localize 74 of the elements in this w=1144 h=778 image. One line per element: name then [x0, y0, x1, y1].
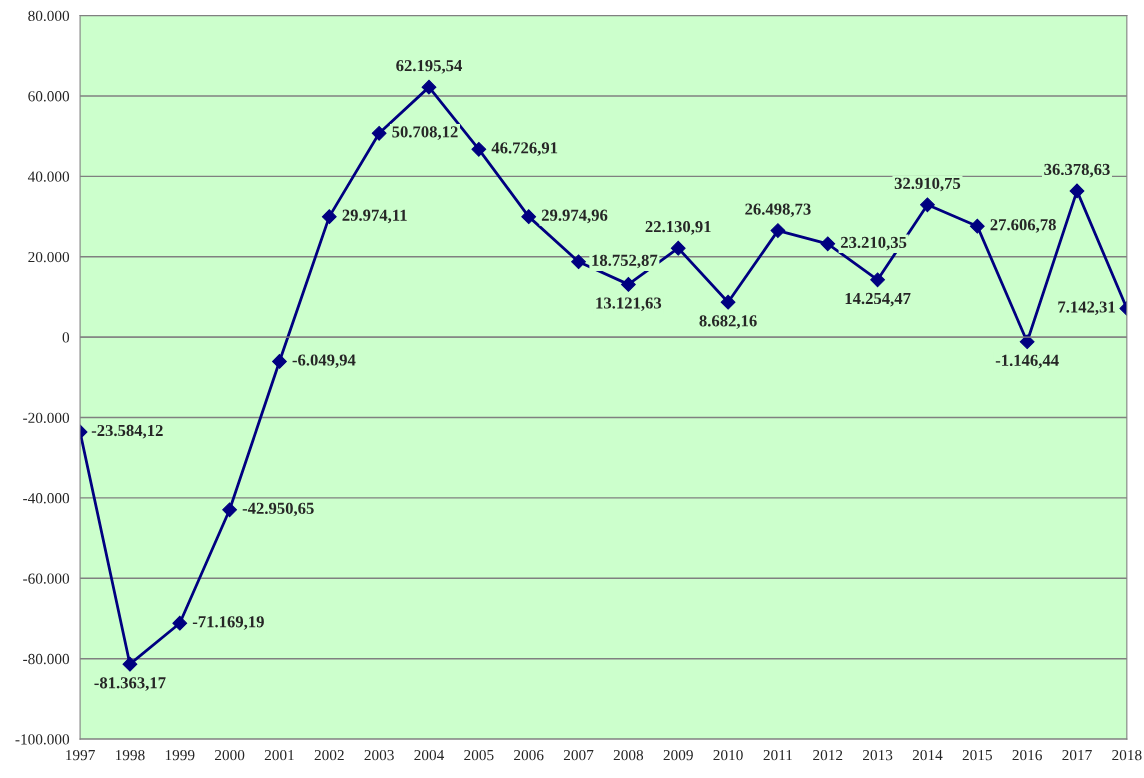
point	[620, 276, 636, 292]
y-tick-label: -40.000	[23, 493, 70, 504]
y-tick-label: 40.000	[27, 171, 70, 182]
point	[172, 615, 188, 631]
x-tick-label: 2003	[364, 749, 394, 761]
data-label: 8.682,16	[699, 315, 757, 329]
data-label: 46.726,91	[491, 142, 558, 156]
x-tick-label: 2010	[713, 749, 743, 761]
x-tick-label: 2004	[414, 749, 445, 761]
x-tick-label: 1997	[66, 750, 95, 761]
point	[471, 141, 487, 157]
x-tick-label: 1999	[165, 750, 195, 761]
point	[122, 656, 138, 672]
data-label: -1.146,44	[995, 354, 1059, 369]
x-tick-label: 2002	[314, 749, 344, 761]
data-label: 29.974,11	[342, 209, 407, 224]
point	[969, 218, 985, 234]
data-label: -71.169,19	[192, 616, 264, 630]
data-label: 23.210,35	[840, 236, 907, 251]
x-tick-label: 2018	[1112, 749, 1142, 761]
x-tick-label: 2006	[514, 749, 544, 761]
data-label: -23.584,12	[91, 424, 163, 439]
x-tick-label: 2001	[264, 749, 294, 761]
data-label: -81.363,17	[94, 677, 166, 691]
x-tick-label: 2015	[962, 749, 992, 761]
data-label: 50.708,12	[392, 126, 458, 140]
point	[870, 272, 886, 288]
x-tick-label: 2014	[912, 749, 943, 761]
point	[371, 125, 387, 141]
data-label: 29.974,96	[541, 209, 608, 224]
data-label: 26.498,73	[745, 203, 811, 218]
x-tick-label: 1998	[115, 749, 145, 761]
data-label: 13.121,63	[596, 297, 662, 312]
point	[770, 223, 786, 239]
x-tick-label: 2000	[215, 749, 245, 761]
y-tick-label: 0	[62, 332, 70, 343]
data-label: 22.130,91	[645, 221, 711, 235]
y-tick-label: -60.000	[23, 573, 70, 584]
point	[820, 236, 836, 252]
y-tick-label: 80.000	[28, 10, 70, 22]
point	[1069, 183, 1085, 199]
data-label: -6.049,94	[292, 354, 356, 369]
y-tick-label: -80.000	[23, 653, 70, 665]
data-label: 14.254,47	[845, 292, 911, 307]
y-tick-label: -100.000	[15, 734, 70, 745]
point	[521, 209, 537, 225]
x-tick-label: 2011	[763, 749, 792, 761]
x-tick-label: 2012	[813, 749, 843, 761]
data-label: -42.950,65	[242, 502, 314, 517]
x-tick-label: 2007	[563, 749, 594, 761]
y-tick-label: 20.000	[28, 251, 70, 263]
data-label: 27.606,78	[990, 219, 1056, 233]
point	[670, 240, 686, 256]
y-tick-label: 60.000	[28, 91, 70, 102]
y-tick-label: -20.000	[23, 412, 70, 424]
point	[1019, 334, 1035, 350]
x-tick-label: 2013	[863, 749, 893, 761]
data-label: 62.195,54	[396, 60, 463, 74]
data-label: 36.378,63	[1044, 163, 1110, 178]
x-tick-label: 2009	[663, 749, 693, 761]
data-label: 7.142,31	[1058, 301, 1115, 316]
point	[720, 294, 736, 310]
point	[222, 502, 238, 518]
point	[272, 354, 287, 369]
data-label: 18.752,87	[592, 254, 658, 269]
point	[920, 197, 935, 213]
point	[421, 79, 437, 95]
x-tick-label: 2016	[1012, 749, 1042, 761]
x-tick-label: 2005	[464, 749, 494, 761]
x-tick-label: 2017	[1062, 749, 1092, 761]
point	[571, 254, 586, 270]
x-tick-label: 2008	[613, 749, 644, 761]
data-label: 32.910,75	[894, 177, 961, 192]
point	[321, 209, 337, 225]
